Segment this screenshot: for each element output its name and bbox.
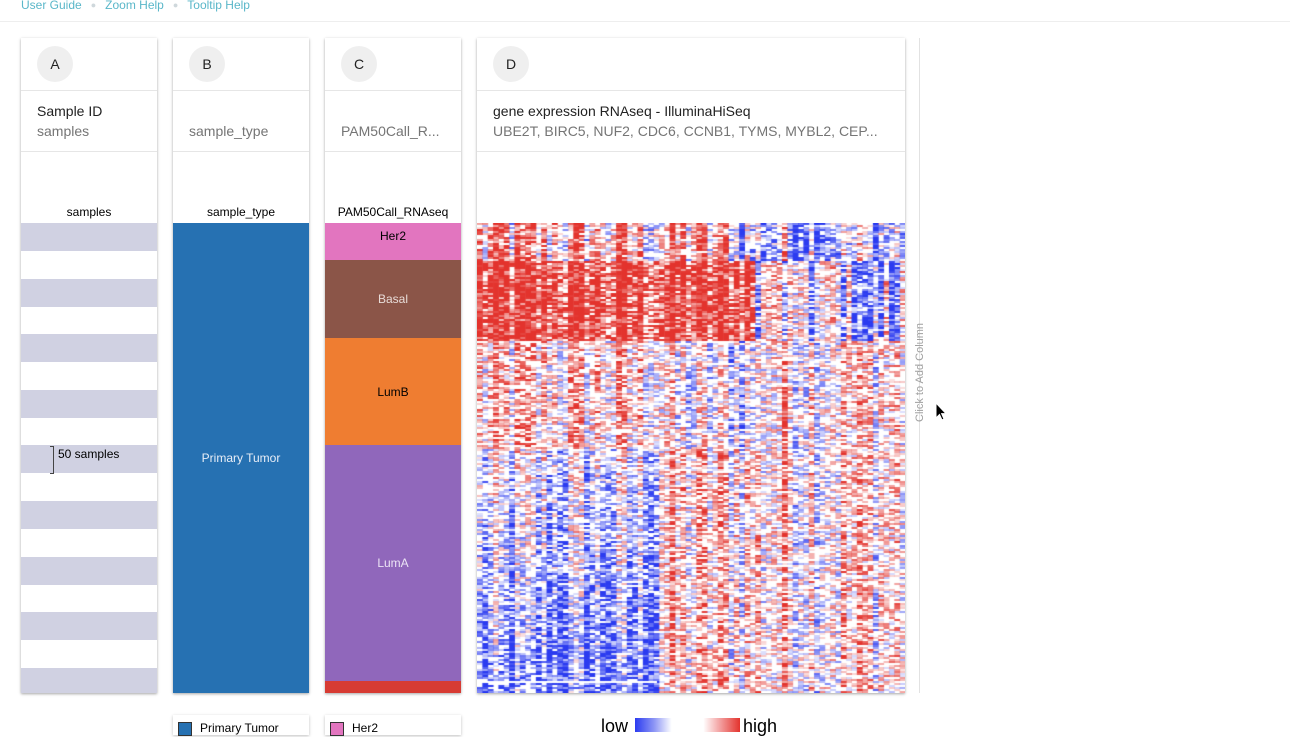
- sample-stripe: [21, 501, 157, 529]
- add-column-divider[interactable]: [919, 38, 920, 693]
- legend-label: Primary Tumor: [200, 721, 279, 735]
- category-segment[interactable]: [325, 681, 461, 693]
- sample-stripe: [21, 223, 157, 251]
- tooltip-help-link[interactable]: Tooltip Help: [187, 0, 250, 12]
- nav-separator: ●: [172, 0, 179, 10]
- column-divider: [173, 151, 309, 152]
- pam50-bars[interactable]: Her2 Basal LumB LumA: [325, 223, 461, 693]
- column-b-letter-button[interactable]: B: [189, 46, 225, 82]
- column-a-title: Sample ID: [37, 103, 103, 119]
- category-segment[interactable]: LumA: [325, 445, 461, 682]
- heatmap-canvas[interactable]: [477, 223, 905, 693]
- sample-stripe: [21, 612, 157, 641]
- category-segment[interactable]: Basal: [325, 260, 461, 339]
- category-segment[interactable]: LumB: [325, 338, 461, 446]
- legend-sample-type: Primary Tumor: [173, 715, 309, 736]
- zoom-sample-count: 50 samples: [58, 447, 120, 461]
- legend-pam50: Her2: [325, 715, 461, 736]
- help-links: User Guide ● Zoom Help ● Tooltip Help: [21, 0, 250, 12]
- column-c-field-label: PAM50Call_RNAseq: [337, 205, 449, 219]
- sample-stripe: [21, 389, 157, 418]
- mouse-pointer-icon: [935, 401, 948, 427]
- legend-label: Her2: [352, 721, 379, 735]
- samples-stripes[interactable]: 50 samples: [21, 223, 157, 693]
- category-segment[interactable]: Her2: [325, 223, 461, 261]
- column-c-letter-button[interactable]: C: [341, 46, 377, 82]
- legend-swatch: [178, 722, 192, 736]
- column-c-subtitle: PAM50Call_R...: [341, 123, 440, 139]
- sample-stripe: [21, 278, 157, 307]
- legend-gradient: [635, 718, 740, 732]
- column-divider: [325, 151, 461, 152]
- legend-low-label: low: [601, 716, 629, 736]
- column-a: A Sample ID samples samples 50 samples: [21, 38, 157, 693]
- column-divider: [477, 90, 905, 91]
- column-divider: [173, 90, 309, 91]
- column-c: C PAM50Call_R... PAM50Call_RNAseq Her2 Ba…: [325, 38, 461, 693]
- column-divider: [21, 90, 157, 91]
- zoom-bracket: [50, 446, 54, 474]
- sample-type-bars[interactable]: Primary Tumor: [173, 223, 309, 693]
- category-segment[interactable]: Primary Tumor: [173, 223, 309, 693]
- top-nav: User Guide ● Zoom Help ● Tooltip Help: [0, 0, 1290, 22]
- column-d: D gene expression RNAseq - IlluminaHiSeq…: [477, 38, 905, 693]
- column-d-subtitle: UBE2T, BIRC5, NUF2, CDC6, CCNB1, TYMS, M…: [493, 123, 878, 139]
- user-guide-link[interactable]: User Guide: [21, 0, 82, 12]
- column-a-letter-button[interactable]: A: [37, 46, 73, 82]
- sample-stripe: [21, 334, 157, 363]
- legend-swatch: [330, 722, 344, 736]
- sample-stripe: [21, 556, 157, 585]
- column-d-title: gene expression RNAseq - IlluminaHiSeq: [493, 103, 751, 119]
- column-b-field-label: sample_type: [206, 205, 276, 219]
- column-b-subtitle: sample_type: [189, 123, 269, 139]
- legend-high-label: high: [743, 716, 778, 736]
- nav-separator: ●: [90, 0, 97, 10]
- sample-stripe: [21, 445, 157, 474]
- column-divider: [325, 90, 461, 91]
- add-column-button[interactable]: Click to Add Column: [914, 322, 926, 422]
- column-a-field-label: samples: [66, 205, 112, 219]
- column-a-subtitle: samples: [37, 123, 90, 139]
- column-divider: [21, 151, 157, 152]
- column-divider: [477, 151, 905, 152]
- column-b: B sample_type sample_type Primary Tumor: [173, 38, 309, 693]
- expression-heatmap[interactable]: [477, 223, 905, 693]
- column-d-letter-button[interactable]: D: [493, 46, 529, 82]
- sample-stripe: [21, 667, 157, 693]
- zoom-help-link[interactable]: Zoom Help: [105, 0, 164, 12]
